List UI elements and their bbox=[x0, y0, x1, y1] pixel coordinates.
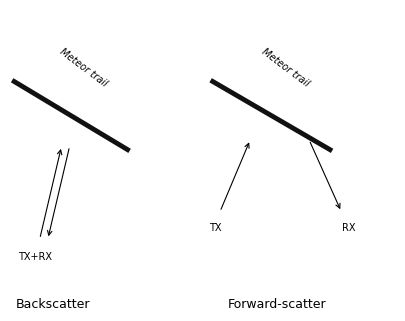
Text: RX: RX bbox=[342, 223, 356, 233]
Text: TX+RX: TX+RX bbox=[18, 252, 52, 262]
Text: Meteor trail: Meteor trail bbox=[260, 46, 311, 88]
Text: Meteor trail: Meteor trail bbox=[58, 46, 109, 88]
Text: TX: TX bbox=[209, 223, 221, 233]
Text: Forward-scatter: Forward-scatter bbox=[228, 299, 327, 311]
Text: Backscatter: Backscatter bbox=[15, 299, 90, 311]
